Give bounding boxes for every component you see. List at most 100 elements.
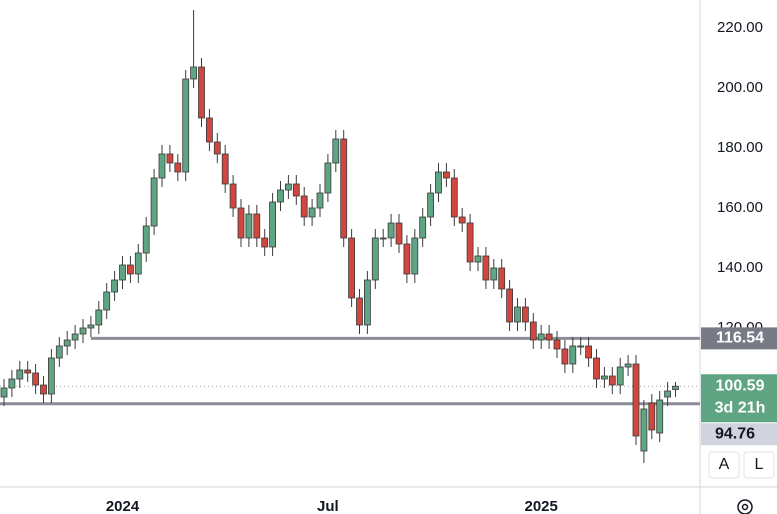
candle-body bbox=[71, 333, 79, 341]
candle-body bbox=[608, 375, 616, 386]
candle-body bbox=[269, 201, 277, 248]
candle-body bbox=[245, 213, 253, 239]
candle-body bbox=[387, 222, 395, 239]
candle-body bbox=[111, 279, 118, 293]
candle-body bbox=[16, 369, 24, 380]
candle-body bbox=[166, 153, 174, 164]
last-price-box bbox=[701, 374, 777, 423]
candle-body bbox=[648, 402, 656, 431]
candle-body bbox=[411, 237, 419, 275]
candle-body bbox=[142, 225, 150, 254]
candle-body bbox=[229, 183, 237, 209]
candle-body bbox=[537, 333, 545, 341]
scale-button-label[interactable]: A bbox=[719, 456, 730, 473]
candle-body bbox=[632, 363, 640, 437]
candle-body bbox=[300, 195, 308, 218]
candle-body bbox=[474, 255, 482, 263]
candle-body bbox=[316, 192, 324, 209]
candle-body bbox=[435, 171, 442, 194]
candle-body bbox=[40, 384, 47, 395]
candle-body bbox=[324, 162, 332, 194]
candle-body bbox=[529, 321, 537, 341]
candle-body bbox=[616, 366, 624, 386]
candle-body bbox=[119, 264, 126, 281]
level-label: 116.54 bbox=[716, 330, 764, 347]
candle-body bbox=[213, 141, 221, 155]
candle-body bbox=[514, 306, 521, 323]
candle-body bbox=[150, 177, 158, 227]
candle-body bbox=[371, 237, 379, 281]
candle-body bbox=[55, 345, 63, 359]
gear[interactable] bbox=[737, 499, 753, 514]
y-tick-label: 160.00 bbox=[717, 199, 763, 216]
y-tick-label: 220.00 bbox=[717, 19, 763, 36]
axes: 120.00140.00160.00180.00200.00220.002024… bbox=[106, 19, 777, 514]
candle-body bbox=[308, 207, 316, 218]
candle-body bbox=[332, 138, 340, 164]
candle-body bbox=[103, 291, 111, 311]
candle-body bbox=[8, 378, 16, 389]
candle-body bbox=[48, 357, 55, 395]
scale-button[interactable] bbox=[743, 451, 775, 479]
candle-body bbox=[593, 357, 600, 380]
candle-body bbox=[601, 375, 608, 380]
candle-body bbox=[450, 177, 458, 218]
candle-body bbox=[190, 66, 198, 80]
y-tick-label: 200.00 bbox=[717, 79, 763, 96]
candle-body bbox=[63, 339, 71, 347]
candle-body bbox=[458, 216, 466, 224]
y-tick-label: 180.00 bbox=[717, 139, 763, 156]
candle-body bbox=[561, 348, 569, 365]
level-label-box bbox=[701, 327, 777, 350]
candle-body bbox=[585, 345, 592, 359]
candle-body bbox=[672, 385, 679, 390]
gear-center[interactable] bbox=[741, 503, 749, 511]
candle-body bbox=[277, 189, 284, 203]
x-tick-label: 2025 bbox=[525, 498, 558, 514]
level-label: 94.76 bbox=[715, 425, 755, 442]
candle-body bbox=[506, 288, 514, 323]
candle-body bbox=[379, 237, 387, 240]
candle-body bbox=[253, 213, 261, 239]
scale-button-label[interactable]: L bbox=[755, 456, 764, 473]
y-tick-label: 140.00 bbox=[717, 259, 763, 276]
candle-body bbox=[134, 252, 142, 275]
candle-body bbox=[545, 333, 553, 341]
level-label-box bbox=[701, 423, 777, 446]
candle-body bbox=[79, 327, 87, 335]
candle-body bbox=[656, 399, 664, 434]
candle-body bbox=[577, 345, 585, 348]
candle-body bbox=[664, 390, 671, 398]
candle-body bbox=[0, 387, 8, 398]
candle-body bbox=[553, 339, 561, 350]
candle-body bbox=[221, 153, 229, 185]
candle-body bbox=[522, 306, 529, 323]
candle-body bbox=[205, 117, 213, 143]
plot bbox=[0, 9, 700, 463]
candle-body bbox=[32, 372, 39, 386]
settings-icon[interactable] bbox=[737, 499, 753, 514]
candle-body bbox=[356, 297, 363, 326]
candle-body bbox=[24, 369, 32, 374]
candle-body bbox=[237, 207, 245, 239]
candle-body bbox=[182, 78, 190, 173]
candle-body bbox=[174, 162, 182, 173]
candle-body bbox=[284, 183, 292, 191]
scale-button[interactable] bbox=[708, 451, 740, 479]
x-tick-label: Jul bbox=[317, 498, 339, 514]
candle-body bbox=[363, 279, 371, 326]
candle-body bbox=[442, 171, 450, 179]
candle-body bbox=[158, 153, 166, 179]
candle-body bbox=[624, 363, 632, 368]
candle-body bbox=[490, 267, 498, 281]
candle-body bbox=[419, 216, 427, 239]
candle-body bbox=[427, 192, 435, 218]
candle-body bbox=[395, 222, 403, 245]
last-price-label: 100.59 bbox=[716, 377, 765, 394]
candle-body bbox=[466, 222, 474, 263]
countdown-label: 3d 21h bbox=[715, 399, 766, 416]
candle-body bbox=[127, 264, 134, 275]
candle-body bbox=[340, 138, 348, 239]
